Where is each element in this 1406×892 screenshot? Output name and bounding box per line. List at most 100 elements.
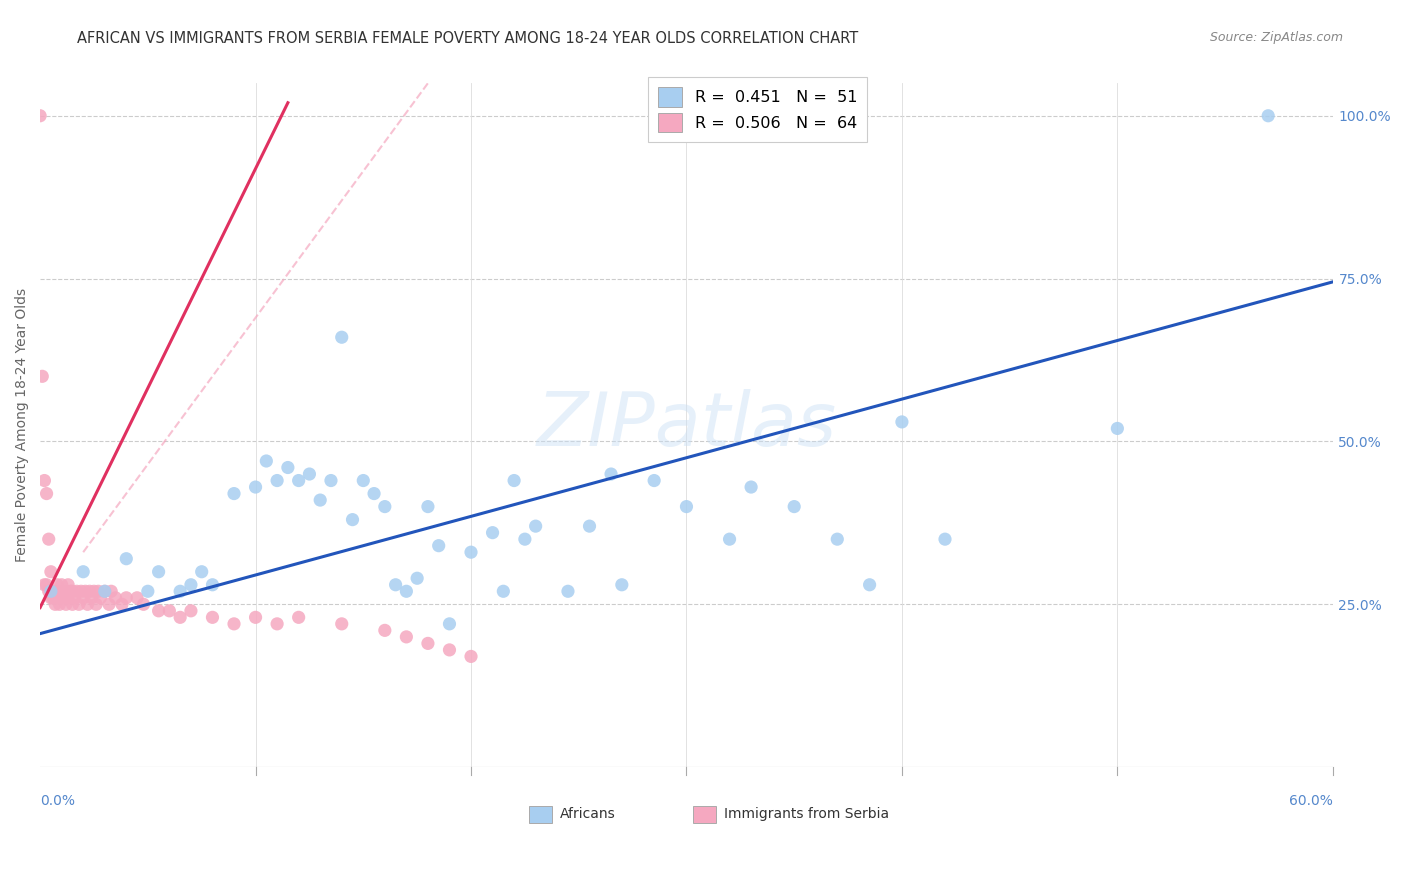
- Point: [460, 649, 482, 664]
- Point: [395, 630, 418, 644]
- Point: [481, 525, 503, 540]
- Point: [330, 616, 353, 631]
- Legend: R =  0.451   N =  51, R =  0.506   N =  64: R = 0.451 N = 51, R = 0.506 N = 64: [648, 78, 866, 142]
- Point: [42, 591, 65, 605]
- Point: [51, 591, 73, 605]
- Point: [416, 636, 439, 650]
- Point: [42, 584, 65, 599]
- Point: [83, 584, 105, 599]
- Point: [55, 597, 77, 611]
- Point: [245, 480, 267, 494]
- Point: [55, 591, 77, 605]
- Point: [51, 578, 73, 592]
- Point: [557, 584, 579, 599]
- Point: [35, 486, 58, 500]
- Text: 0.0%: 0.0%: [41, 794, 75, 808]
- Point: [76, 597, 98, 611]
- Point: [503, 474, 526, 488]
- Point: [48, 597, 70, 611]
- Point: [39, 584, 62, 599]
- Point: [277, 460, 299, 475]
- Point: [35, 578, 58, 592]
- Point: [125, 591, 148, 605]
- Point: [330, 330, 353, 344]
- Point: [374, 624, 396, 638]
- Point: [439, 643, 461, 657]
- Point: [38, 532, 60, 546]
- Point: [513, 532, 536, 546]
- Point: [783, 500, 806, 514]
- Point: [610, 578, 633, 592]
- Point: [934, 532, 956, 546]
- Point: [56, 578, 79, 592]
- Point: [287, 610, 309, 624]
- Point: [675, 500, 697, 514]
- Point: [46, 578, 69, 592]
- Text: AFRICAN VS IMMIGRANTS FROM SERBIA FEMALE POVERTY AMONG 18-24 YEAR OLDS CORRELATI: AFRICAN VS IMMIGRANTS FROM SERBIA FEMALE…: [77, 31, 859, 46]
- Point: [190, 565, 212, 579]
- Point: [111, 597, 134, 611]
- Point: [890, 415, 912, 429]
- Point: [132, 597, 155, 611]
- Point: [84, 597, 107, 611]
- Point: [858, 578, 880, 592]
- Point: [254, 454, 277, 468]
- Point: [201, 610, 224, 624]
- Point: [44, 597, 66, 611]
- Point: [406, 571, 429, 585]
- Point: [136, 584, 159, 599]
- Point: [52, 584, 75, 599]
- Point: [93, 584, 115, 599]
- Point: [266, 474, 288, 488]
- Point: [245, 610, 267, 624]
- Point: [72, 565, 94, 579]
- Point: [80, 591, 103, 605]
- Point: [66, 584, 89, 599]
- Point: [62, 597, 84, 611]
- Point: [416, 500, 439, 514]
- Point: [59, 584, 82, 599]
- Point: [72, 591, 94, 605]
- Point: [374, 500, 396, 514]
- Point: [395, 584, 418, 599]
- Point: [104, 591, 127, 605]
- Point: [79, 584, 101, 599]
- Point: [31, 369, 53, 384]
- Point: [115, 551, 138, 566]
- Text: Source: ZipAtlas.com: Source: ZipAtlas.com: [1209, 31, 1343, 45]
- Point: [309, 493, 332, 508]
- Point: [427, 539, 450, 553]
- Point: [63, 591, 86, 605]
- Point: [578, 519, 600, 533]
- FancyBboxPatch shape: [693, 806, 716, 823]
- Point: [439, 616, 461, 631]
- Point: [222, 616, 245, 631]
- Point: [298, 467, 321, 481]
- Point: [266, 616, 288, 631]
- Point: [70, 584, 93, 599]
- Point: [492, 584, 515, 599]
- Point: [46, 591, 69, 605]
- Point: [1257, 109, 1279, 123]
- Point: [287, 474, 309, 488]
- Point: [98, 597, 121, 611]
- Point: [39, 591, 62, 605]
- Y-axis label: Female Poverty Among 18-24 Year Olds: Female Poverty Among 18-24 Year Olds: [15, 288, 30, 562]
- Point: [319, 474, 342, 488]
- Point: [62, 584, 84, 599]
- Point: [75, 584, 97, 599]
- Point: [87, 584, 110, 599]
- Point: [169, 584, 191, 599]
- Point: [44, 584, 66, 599]
- Point: [169, 610, 191, 624]
- Point: [342, 513, 364, 527]
- Point: [67, 597, 90, 611]
- FancyBboxPatch shape: [529, 806, 553, 823]
- Point: [56, 591, 79, 605]
- Text: 60.0%: 60.0%: [1289, 794, 1333, 808]
- Point: [38, 584, 60, 599]
- Point: [363, 486, 385, 500]
- Point: [100, 584, 122, 599]
- Point: [222, 486, 245, 500]
- Point: [39, 565, 62, 579]
